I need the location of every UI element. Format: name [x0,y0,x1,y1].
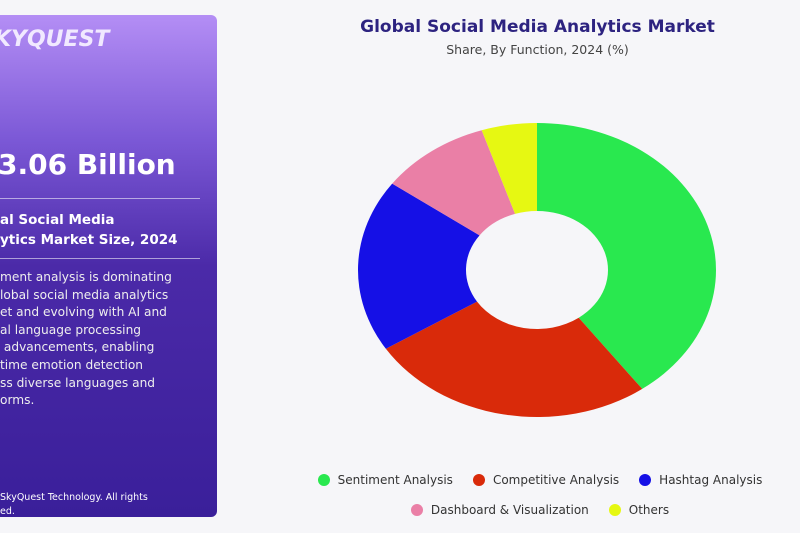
legend-item-dashboard: Dashboard & Visualization [410,503,589,517]
legend-row: Sentiment Analysis Competitive Analysis … [300,473,780,487]
legend-swatch [608,504,621,516]
donut-slice-dashboard-visualization [392,130,516,236]
divider [0,198,200,199]
legend-item-others: Others [608,503,670,517]
divider [0,258,200,259]
description-line: orms. [0,393,35,408]
description-line: et and evolving with AI and [0,305,167,320]
legend-item-sentiment: Sentiment Analysis [317,473,453,487]
description: ment analysis is dominating lobal social… [0,269,172,410]
donut-slice-hashtag-analysis [357,183,480,349]
description-line: al language processing [0,322,142,337]
legend-row: Dashboard & Visualization Others [300,503,780,517]
legend-item-competitive: Competitive Analysis [472,473,620,487]
chart-subtitle: Share, By Function, 2024 (%) [446,42,629,57]
description-line: ss diverse languages and [0,375,156,390]
legend-swatch [639,474,652,486]
market-size-value: 3.06 Billion [0,148,176,181]
donut-slice-competitive-analysis [385,301,643,418]
copyright-line: ed. [0,506,15,517]
copyright: SkyQuest Technology. All rights ed. [0,491,148,517]
label-line: al Social Media [0,212,115,228]
legend-swatch [317,474,330,486]
legend-label: Sentiment Analysis [337,473,453,487]
legend-label: Competitive Analysis [492,473,620,487]
legend-label: Dashboard & Visualization [430,503,589,517]
skyquest-logo: KYQUEST [0,27,110,52]
donut-slice-others [481,123,537,214]
legend-label: Others [628,503,670,517]
chart-title: Global Social Media Analytics Market [360,17,715,37]
legend-item-hashtag: Hashtag Analysis [639,473,762,487]
market-summary-panel: KYQUEST 3.06 Billion al Social Media yti… [0,15,217,517]
description-line: advancements, enabling [0,340,155,355]
copyright-line: SkyQuest Technology. All rights [0,492,148,503]
description-line: ment analysis is dominating [0,270,172,284]
donut-slice-sentiment-analysis [537,123,716,389]
label-line: ytics Market Size, 2024 [0,232,178,248]
market-size-label: al Social Media ytics Market Size, 2024 [0,210,178,250]
description-line: lobal social media analytics [0,287,169,302]
description-line: time emotion detection [0,357,144,372]
legend-swatch [410,504,423,516]
legend-swatch [472,474,485,486]
legend-label: Hashtag Analysis [659,473,763,487]
